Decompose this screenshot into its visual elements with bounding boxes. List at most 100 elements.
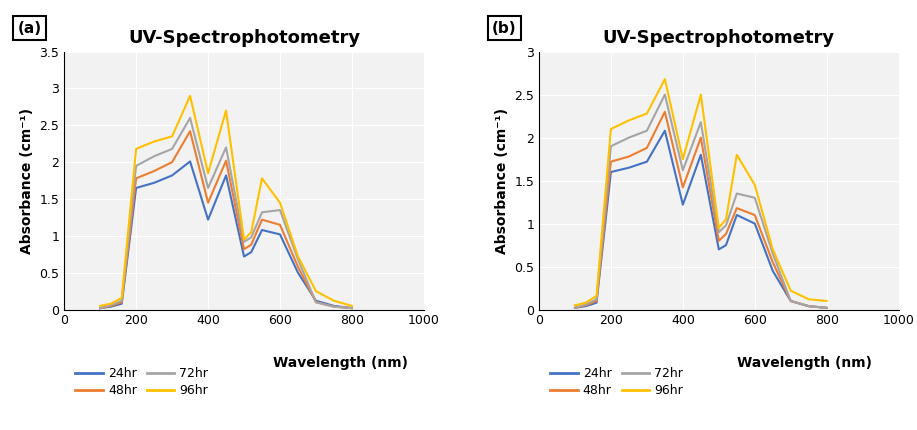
96hr: [167, 134, 178, 139]
24hr: [695, 152, 706, 157]
48hr: [238, 246, 249, 252]
48hr: [785, 298, 796, 304]
96hr: [203, 171, 214, 176]
96hr: [293, 254, 304, 259]
24hr: [184, 159, 195, 164]
48hr: [130, 176, 141, 181]
72hr: [731, 191, 742, 196]
48hr: [605, 159, 616, 164]
72hr: [659, 92, 670, 97]
24hr: [238, 254, 249, 259]
48hr: [768, 260, 779, 265]
96hr: [731, 152, 742, 157]
72hr: [184, 115, 195, 120]
24hr: [311, 298, 322, 303]
48hr: [731, 206, 742, 211]
Y-axis label: Absorbance (cm⁻¹): Absorbance (cm⁻¹): [494, 108, 509, 254]
24hr: [641, 159, 652, 164]
48hr: [167, 160, 178, 165]
48hr: [695, 135, 706, 140]
24hr: [749, 221, 760, 226]
48hr: [116, 300, 127, 305]
96hr: [822, 298, 833, 304]
Text: Wavelength (nm): Wavelength (nm): [736, 356, 872, 370]
48hr: [328, 304, 339, 309]
48hr: [569, 305, 580, 310]
72hr: [328, 304, 339, 309]
Line: 48hr: 48hr: [100, 131, 352, 308]
24hr: [257, 227, 268, 233]
48hr: [221, 158, 232, 163]
96hr: [768, 247, 779, 252]
72hr: [105, 303, 116, 308]
72hr: [605, 144, 616, 149]
24hr: [678, 202, 689, 207]
Title: UV-Spectrophotometry: UV-Spectrophotometry: [128, 29, 360, 47]
48hr: [822, 305, 833, 310]
24hr: [591, 300, 602, 305]
Text: Wavelength (nm): Wavelength (nm): [273, 356, 408, 370]
96hr: [591, 293, 602, 298]
72hr: [221, 145, 232, 150]
72hr: [149, 154, 160, 159]
Title: UV-Spectrophotometry: UV-Spectrophotometry: [602, 29, 834, 47]
48hr: [591, 298, 602, 304]
48hr: [203, 200, 214, 205]
24hr: [624, 165, 635, 170]
96hr: [641, 111, 652, 116]
96hr: [713, 225, 724, 230]
96hr: [721, 217, 732, 222]
24hr: [167, 173, 178, 178]
48hr: [347, 306, 358, 311]
48hr: [149, 169, 160, 174]
96hr: [803, 297, 814, 302]
48hr: [678, 185, 689, 190]
48hr: [257, 217, 268, 222]
96hr: [311, 289, 322, 294]
72hr: [94, 306, 105, 311]
24hr: [659, 128, 670, 133]
48hr: [105, 303, 116, 308]
Line: 72hr: 72hr: [575, 95, 827, 308]
24hr: [713, 247, 724, 252]
72hr: [167, 146, 178, 151]
24hr: [116, 301, 127, 306]
24hr: [130, 185, 141, 190]
96hr: [94, 303, 105, 308]
Legend: 24hr, 48hr, 72hr, 96hr: 24hr, 48hr, 72hr, 96hr: [546, 362, 688, 402]
Y-axis label: Absorbance (cm⁻¹): Absorbance (cm⁻¹): [20, 108, 34, 254]
72hr: [803, 304, 814, 309]
24hr: [569, 305, 580, 310]
96hr: [184, 93, 195, 98]
96hr: [785, 288, 796, 293]
72hr: [591, 297, 602, 302]
72hr: [785, 298, 796, 304]
48hr: [659, 109, 670, 114]
72hr: [721, 223, 732, 228]
48hr: [713, 238, 724, 243]
48hr: [184, 129, 195, 134]
96hr: [678, 157, 689, 162]
96hr: [130, 146, 141, 151]
72hr: [246, 235, 257, 240]
24hr: [221, 173, 232, 178]
48hr: [721, 231, 732, 236]
24hr: [803, 304, 814, 309]
24hr: [731, 212, 742, 218]
96hr: [149, 139, 160, 144]
72hr: [822, 305, 833, 310]
Legend: 24hr, 48hr, 72hr, 96hr: 24hr, 48hr, 72hr, 96hr: [71, 362, 213, 402]
96hr: [238, 237, 249, 242]
24hr: [721, 243, 732, 248]
48hr: [274, 222, 285, 227]
72hr: [130, 163, 141, 169]
48hr: [580, 303, 591, 308]
48hr: [293, 264, 304, 270]
Line: 24hr: 24hr: [575, 131, 827, 308]
72hr: [238, 239, 249, 244]
96hr: [569, 303, 580, 308]
72hr: [311, 300, 322, 305]
96hr: [105, 301, 116, 306]
48hr: [641, 145, 652, 150]
Line: 48hr: 48hr: [575, 112, 827, 308]
